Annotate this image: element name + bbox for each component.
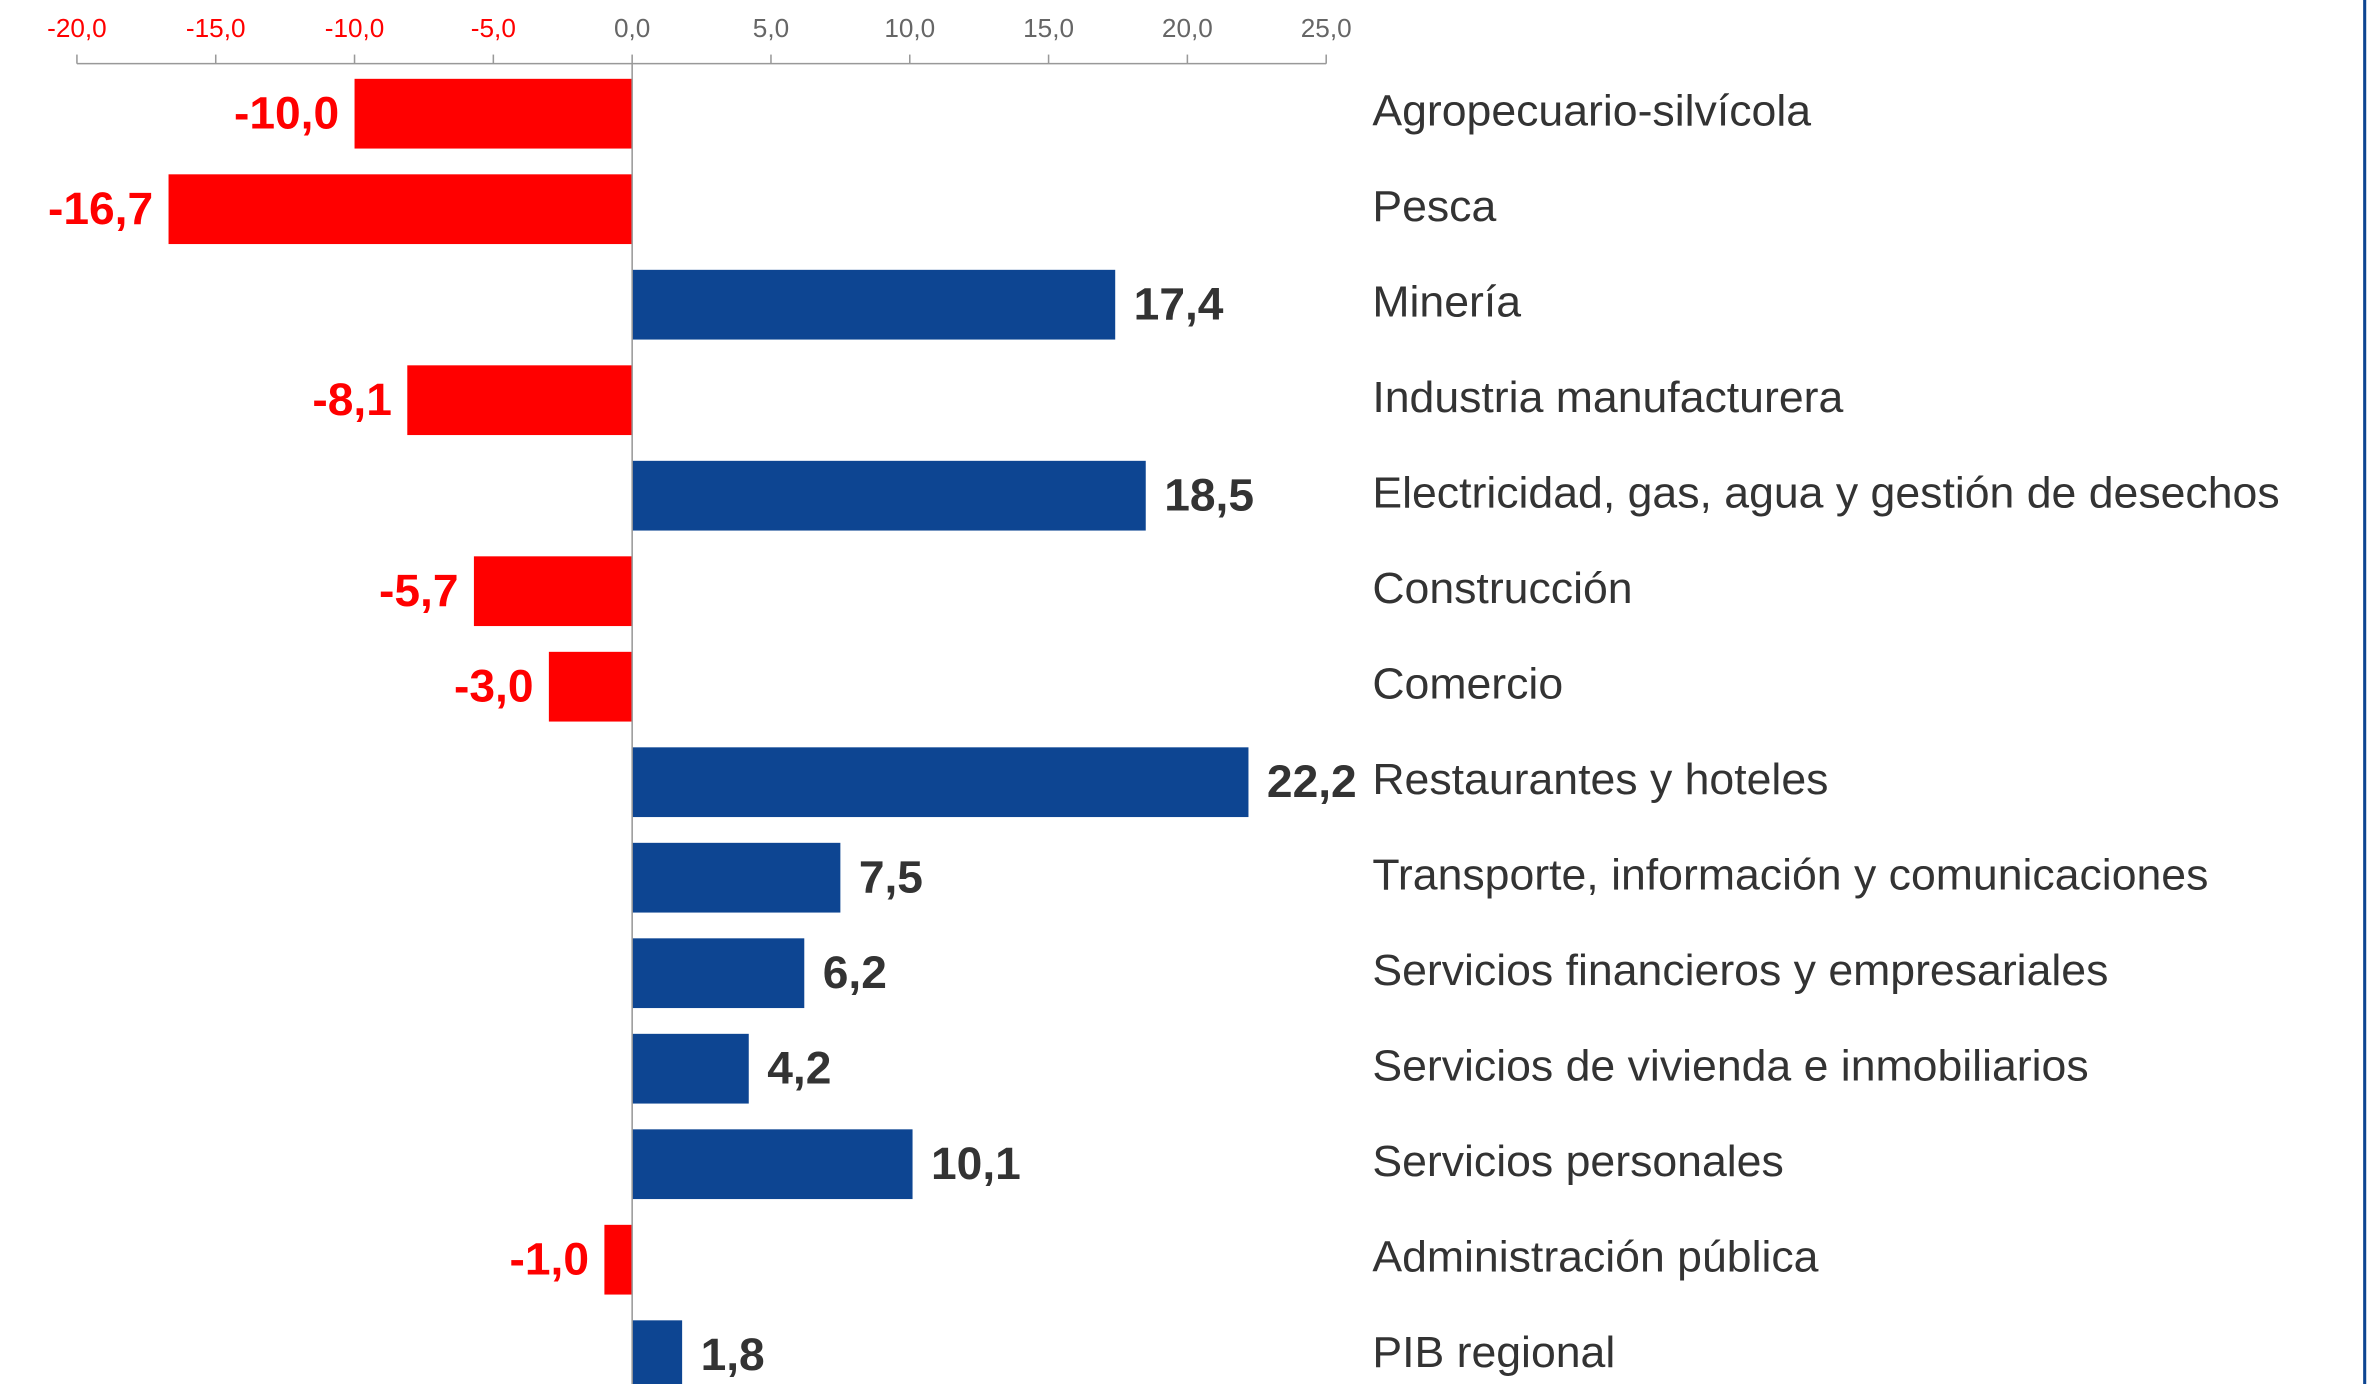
bar [604,1224,633,1295]
bar [632,269,1116,340]
x-tick-label: -20,0 [47,13,107,43]
x-tick-label: 25,0 [1301,13,1352,43]
category-label: Minería [1372,278,1521,327]
bar [632,1129,913,1200]
data-label: 18,5 [1164,470,1254,521]
data-label: -3,0 [454,661,534,712]
data-label: 4,2 [767,1043,831,1094]
bar [354,78,633,149]
data-label: -16,7 [48,184,153,235]
category-label: PIB regional [1372,1328,1615,1377]
x-tick-label: 0,0 [614,13,650,43]
bar [473,556,633,627]
data-label: 1,8 [701,1330,765,1381]
bar [632,747,1249,818]
category-label: Servicios financieros y empresariales [1372,946,2108,995]
category-label: Agropecuario-silvícola [1372,87,1811,136]
bar [632,842,841,913]
x-tick-label: -10,0 [325,13,385,43]
bar [632,1033,749,1104]
x-tick-label: 5,0 [753,13,789,43]
bar [632,1320,683,1389]
data-label: 17,4 [1134,279,1224,330]
data-label: 6,2 [823,948,887,999]
category-label: Comercio [1372,660,1563,709]
bar [632,460,1146,531]
category-label: Industria manufacturera [1372,373,1843,422]
data-label: 10,1 [931,1139,1021,1190]
x-tick-label: 10,0 [884,13,935,43]
category-label: Administración pública [1372,1233,1819,1282]
x-tick-label: 20,0 [1162,13,1213,43]
category-label: Electricidad, gas, agua y gestión de des… [1372,469,2279,518]
category-label: Transporte, información y comunicaciones [1372,851,2208,900]
data-label: -1,0 [510,1234,590,1285]
data-label: -5,7 [379,566,459,617]
x-tick-label: 15,0 [1023,13,1074,43]
category-label: Restaurantes y hoteles [1372,755,1828,804]
category-label: Construcción [1372,564,1632,613]
data-label: 22,2 [1267,757,1357,808]
category-label: Servicios de vivienda e inmobiliarios [1372,1042,2088,1091]
category-label: Pesca [1372,182,1496,231]
bar [168,174,633,245]
bar [548,651,633,722]
x-tick-label: -5,0 [471,13,516,43]
bar [632,938,805,1009]
bar [407,365,633,436]
x-tick-label: -15,0 [186,13,246,43]
data-label: -8,1 [312,375,392,426]
data-label: 7,5 [859,852,923,903]
data-label: -10,0 [234,88,339,139]
category-label: Servicios personales [1372,1137,1783,1186]
